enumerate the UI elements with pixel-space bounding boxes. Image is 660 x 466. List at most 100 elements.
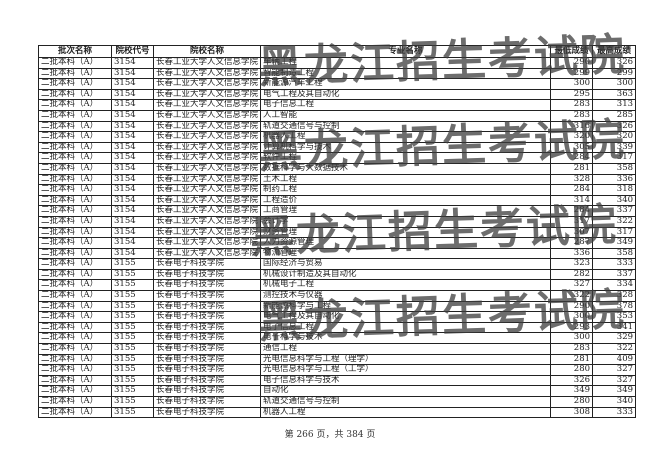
cell-major: 制药工程 xyxy=(260,184,552,196)
cell-school-name: 长春工业大学人文信息学院 xyxy=(152,215,262,228)
table-row: 二批本科（A） 3155 长春电子科技学院 轨道交通信号与控制 280 340 xyxy=(38,396,637,408)
cell-batch: 二批本科（A） xyxy=(38,78,112,90)
cell-major: 电子信息工程 xyxy=(260,321,552,334)
table-row: 二批本科（A） 3155 长春电子科技学院 电子科学与技术 300 329 xyxy=(38,332,637,345)
header-major: 专业名称 xyxy=(260,45,552,58)
header-batch: 批次名称 xyxy=(38,45,112,58)
cell-major: 软件工程 xyxy=(260,152,552,164)
table-row: 二批本科（A） 3154 长春工业大学人文信息学院 数据科学与大数据技术 281 358 xyxy=(38,162,637,175)
cell-school-code: 3155 xyxy=(111,396,154,408)
cell-major: 人工智能 xyxy=(260,109,552,122)
cell-min-score: 326 xyxy=(550,374,594,387)
cell-major: 通信工程 xyxy=(260,343,552,355)
cell-batch: 二批本科（A） xyxy=(38,311,112,323)
cell-school-code: 3154 xyxy=(111,109,154,122)
cell-batch: 二批本科（A） xyxy=(38,268,112,281)
cell-max-score: 322 xyxy=(592,343,637,355)
cell-school-code: 3155 xyxy=(111,311,154,323)
cell-school-name: 长春电子科技学院 xyxy=(152,268,262,281)
cell-max-score: 341 xyxy=(592,321,637,334)
cell-max-score: 318 xyxy=(592,184,637,196)
cell-school-code: 3155 xyxy=(111,343,154,355)
cell-major: 电子信息科学与技术 xyxy=(260,374,552,387)
page-number: 第 266 页，共 384 页 xyxy=(284,430,376,440)
cell-batch: 二批本科（A） xyxy=(38,162,112,175)
cell-major: 工商管理 xyxy=(260,205,552,217)
cell-min-score: 284 xyxy=(550,152,594,164)
cell-school-code: 3155 xyxy=(111,364,154,376)
table-row: 二批本科（A） 3155 长春电子科技学院 光电信息科学与工程（工学） 280 327 xyxy=(38,364,637,376)
cell-school-name: 长春电子科技学院 xyxy=(152,258,262,270)
table-row: 二批本科（A） 3155 长春电子科技学院 测控技术与仪器 322 328 xyxy=(38,290,637,302)
cell-school-code: 3155 xyxy=(111,300,154,313)
cell-major: 机械电子工程 xyxy=(260,279,552,292)
cell-min-score: 308 xyxy=(550,406,594,419)
cell-min-score: 293 xyxy=(550,321,594,334)
cell-max-score: 339 xyxy=(592,141,637,154)
cell-batch: 二批本科（A） xyxy=(38,406,112,419)
cell-batch: 二批本科（A） xyxy=(38,88,112,101)
cell-school-name: 长春电子科技学院 xyxy=(152,279,262,292)
cell-major: 电气工程及其自动化 xyxy=(260,311,552,323)
cell-max-score: 363 xyxy=(592,88,637,101)
table-row: 二批本科（A） 3155 长春电子科技学院 新能源科学与工程 290 378 xyxy=(38,300,637,313)
cell-school-name: 长春工业大学人文信息学院 xyxy=(152,88,262,101)
table-row: 二批本科（A） 3154 长春工业大学人文信息学院 机器人工程 320 320 xyxy=(38,131,637,143)
cell-school-name: 长春工业大学人文信息学院 xyxy=(152,120,262,133)
cell-batch: 二批本科（A） xyxy=(38,332,112,345)
cell-major: 数据科学与大数据技术 xyxy=(260,162,552,175)
cell-major: 工程造价 xyxy=(260,194,552,207)
cell-school-code: 3154 xyxy=(111,141,154,154)
cell-school-code: 3154 xyxy=(111,205,154,217)
cell-min-score: 299 xyxy=(550,67,594,80)
cell-max-score: 333 xyxy=(592,406,637,419)
cell-school-code: 3154 xyxy=(111,57,154,69)
cell-max-score: 285 xyxy=(592,109,637,122)
cell-batch: 二批本科（A） xyxy=(38,57,112,69)
cell-batch: 二批本科（A） xyxy=(38,131,112,143)
table-row: 二批本科（A） 3154 长春工业大学人文信息学院 物流管理 336 358 xyxy=(38,247,637,260)
table-row: 二批本科（A） 3154 长春工业大学人文信息学院 车辆工程 290 326 xyxy=(38,57,637,69)
table-row: 二批本科（A） 3154 长春工业大学人文信息学院 工商管理 284 337 xyxy=(38,205,637,217)
cell-batch: 二批本科（A） xyxy=(38,173,112,186)
table-row: 二批本科（A） 3154 长春工业大学人文信息学院 土木工程 328 336 xyxy=(38,173,637,186)
cell-school-name: 长春电子科技学院 xyxy=(152,396,262,408)
cell-school-name: 长春工业大学人文信息学院 xyxy=(152,67,262,80)
cell-school-name: 长春工业大学人文信息学院 xyxy=(152,226,262,239)
cell-school-name: 长春工业大学人文信息学院 xyxy=(152,152,262,164)
table-row: 二批本科（A） 3155 长春电子科技学院 电子信息科学与技术 326 327 xyxy=(38,374,637,387)
cell-batch: 二批本科（A） xyxy=(38,247,112,260)
table-row: 二批本科（A） 3154 长春工业大学人文信息学院 智能制造工程 299 299 xyxy=(38,67,637,80)
cell-batch: 二批本科（A） xyxy=(38,279,112,292)
cell-max-score: 327 xyxy=(592,374,637,387)
cell-school-name: 长春工业大学人文信息学院 xyxy=(152,57,262,69)
cell-school-code: 3155 xyxy=(111,279,154,292)
cell-max-score: 326 xyxy=(592,120,637,133)
table-row: 二批本科（A） 3154 长春工业大学人文信息学院 财务管理 307 317 xyxy=(38,226,637,239)
cell-school-name: 长春工业大学人文信息学院 xyxy=(152,205,262,217)
cell-school-code: 3154 xyxy=(111,152,154,164)
cell-batch: 二批本科（A） xyxy=(38,290,112,302)
cell-max-score: 326 xyxy=(592,57,637,69)
cell-school-code: 3154 xyxy=(111,131,154,143)
cell-min-score: 305 xyxy=(550,141,594,154)
cell-batch: 二批本科（A） xyxy=(38,258,112,270)
cell-max-score: 358 xyxy=(592,162,637,175)
cell-max-score: 327 xyxy=(592,364,637,376)
table-row: 二批本科（A） 3154 长春工业大学人文信息学院 新能源汽车工程 300 300 xyxy=(38,78,637,90)
cell-max-score: 337 xyxy=(592,268,637,281)
cell-max-score: 378 xyxy=(592,300,637,313)
table-row: 二批本科（A） 3154 长春工业大学人文信息学院 制药工程 284 318 xyxy=(38,184,637,196)
cell-major: 轨道交通信号与控制 xyxy=(260,396,552,408)
cell-school-name: 长春工业大学人文信息学院 xyxy=(152,184,262,196)
cell-max-score: 340 xyxy=(592,396,637,408)
cell-min-score: 281 xyxy=(550,353,594,366)
cell-school-code: 3154 xyxy=(111,184,154,196)
cell-school-name: 长春工业大学人文信息学院 xyxy=(152,173,262,186)
cell-school-name: 长春工业大学人文信息学院 xyxy=(152,78,262,90)
cell-min-score: 290 xyxy=(550,300,594,313)
cell-major: 土木工程 xyxy=(260,173,552,186)
cell-school-name: 长春电子科技学院 xyxy=(152,374,262,387)
cell-max-score: 349 xyxy=(592,385,637,397)
cell-batch: 二批本科（A） xyxy=(38,109,112,122)
